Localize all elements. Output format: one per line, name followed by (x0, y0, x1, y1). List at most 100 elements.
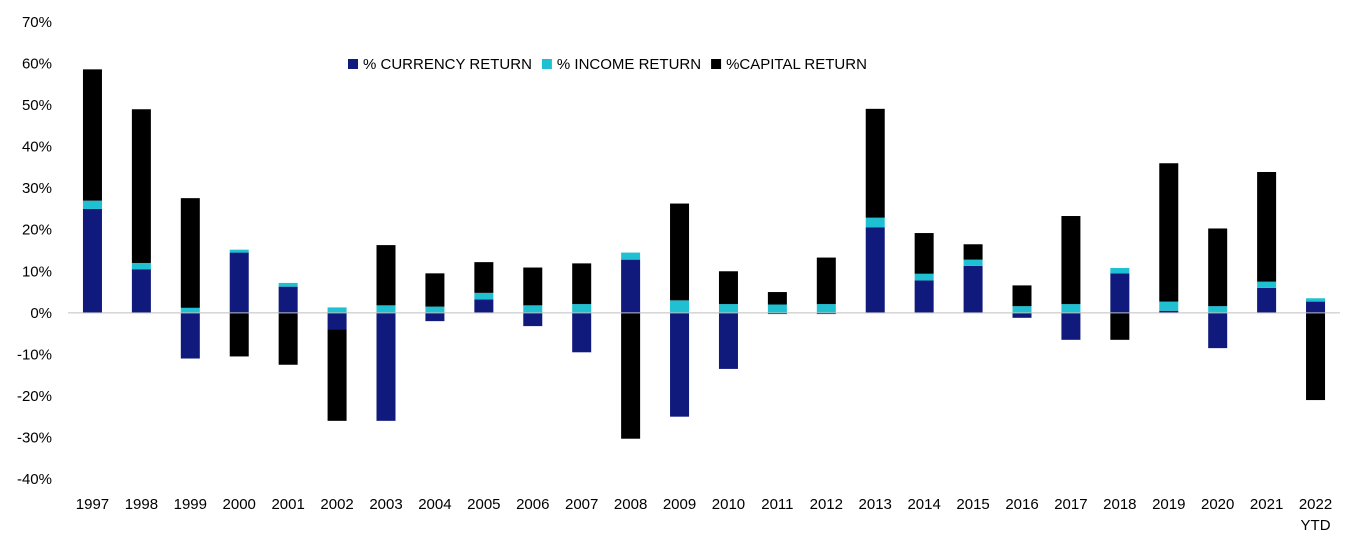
bar-segment-capital (1012, 285, 1032, 307)
bar-segment-capital (963, 244, 983, 260)
legend-label-capital: %CAPITAL RETURN (726, 56, 867, 73)
bar-segment-capital (1257, 171, 1277, 282)
bar-segment-currency (425, 312, 445, 322)
bar-segment-income (474, 292, 494, 300)
x-axis: 1997 1998 1999 2000 2001 2002 2003 2004 2005 2006… (76, 496, 1332, 534)
bar-segment-income (1257, 281, 1277, 288)
x-tick-label: 2011 (761, 496, 793, 513)
y-tick-label: 0% (30, 305, 52, 322)
bar-segment-income (131, 262, 151, 270)
x-tick-label: 2019 (1152, 496, 1185, 513)
x-tick-label: 2006 (516, 496, 549, 513)
bar-segment-currency (278, 286, 298, 313)
bar-segment-income (963, 259, 983, 266)
legend-swatch-income (541, 59, 552, 69)
bar-segment-currency (670, 312, 690, 417)
bar-segment-currency (180, 312, 200, 359)
x-tick-label: 2002 (320, 496, 353, 513)
bar-segment-currency (914, 280, 934, 313)
x-tick-label: 2016 (1005, 496, 1038, 513)
bar-segment-currency (1208, 312, 1228, 349)
x-tick-label: 2018 (1103, 496, 1136, 513)
bar-segment-income (670, 300, 690, 313)
bar-segment-capital (376, 245, 396, 306)
bar-segment-capital (1159, 163, 1179, 302)
bar-segment-currency (767, 312, 787, 315)
bar-segment-capital (523, 267, 543, 306)
bar-segment-income (1208, 306, 1228, 313)
bar-segment-income (376, 305, 396, 313)
x-tick-label: 2008 (614, 496, 647, 513)
bar-segment-currency (865, 227, 885, 313)
bar-segment-currency (229, 252, 249, 313)
legend-swatch-capital (711, 59, 722, 69)
bar-segment-income (621, 252, 641, 260)
bar-segment-capital (474, 262, 494, 293)
x-tick-label: 2017 (1054, 496, 1087, 513)
bar-segment-currency (1110, 273, 1130, 313)
bar-segment-currency (1306, 301, 1326, 313)
bar-segment-currency (523, 312, 543, 327)
bar-segment-capital (327, 329, 347, 421)
x-tick-label: 2015 (956, 496, 989, 513)
bar-segment-capital (865, 108, 885, 218)
bar-segment-capital (180, 198, 200, 308)
bar-segment-income (1306, 298, 1326, 302)
bar-segment-income (425, 306, 445, 313)
bar-segment-income (572, 304, 592, 313)
bar-segment-currency (1159, 310, 1179, 313)
x-tick-label: 2003 (369, 496, 402, 513)
x-tick-label: 1998 (125, 496, 158, 513)
bar-segment-capital (670, 203, 690, 301)
bar-segment-income (1061, 304, 1081, 313)
bar-segment-currency (621, 259, 641, 313)
x-tick-label: 2014 (907, 496, 940, 513)
bar-segment-income (767, 304, 787, 313)
y-tick-label: 10% (22, 263, 52, 280)
bar-segment-income (523, 305, 543, 313)
bar-segment-capital (572, 263, 592, 305)
bar-segment-capital (1306, 312, 1326, 401)
bar-segment-income (278, 282, 298, 287)
bar-segment-capital (131, 109, 151, 263)
x-tick-label: 2009 (663, 496, 696, 513)
legend-swatch-currency (348, 59, 358, 69)
bar-segment-currency (474, 299, 494, 313)
bar-segment-currency (718, 312, 738, 369)
bar-segment-capital (82, 69, 102, 201)
bar-segment-capital (718, 271, 738, 305)
x-tick-label: 1997 (76, 496, 109, 513)
x-tick-label: 2010 (712, 496, 745, 513)
bar-segment-income (1159, 301, 1179, 311)
x-tick-label: 2013 (859, 496, 892, 513)
bar-segment-income (327, 307, 347, 313)
x-tick-label: 2000 (223, 496, 256, 513)
x-tick-label: 2001 (271, 496, 304, 513)
bar-segment-currency (1061, 312, 1081, 340)
y-tick-label: -10% (17, 346, 52, 363)
y-tick-label: 20% (22, 222, 52, 239)
legend-label-currency: % CURRENCY RETURN (363, 56, 532, 73)
y-tick-label: -30% (17, 429, 52, 446)
y-tick-label: -20% (17, 388, 52, 405)
y-tick-label: 50% (22, 97, 52, 114)
y-axis: 70% 60% 50% 40% 30% 20% 10% 0% -10% -20% -30% -40% (17, 14, 52, 488)
legend-label-income: % INCOME RETURN (557, 56, 701, 73)
bar-segment-capital (1208, 228, 1228, 307)
bar-segment-currency (376, 312, 396, 421)
bars-group (82, 69, 1326, 439)
bar-segment-currency (572, 312, 592, 353)
bar-segment-income (865, 217, 885, 228)
x-tick-label: 2020 (1201, 496, 1234, 513)
x-tick-label: 2021 (1250, 496, 1283, 513)
x-tick-label: 2004 (418, 496, 451, 513)
bar-segment-currency (963, 265, 983, 313)
bar-segment-capital (278, 312, 298, 365)
x-tick-label: 2007 (565, 496, 598, 513)
bar-segment-currency (816, 312, 836, 315)
x-tick-label: 2012 (810, 496, 843, 513)
bar-segment-capital (816, 257, 836, 305)
y-tick-label: 30% (22, 180, 52, 197)
y-tick-label: 70% (22, 14, 52, 31)
bar-segment-currency (82, 208, 102, 313)
